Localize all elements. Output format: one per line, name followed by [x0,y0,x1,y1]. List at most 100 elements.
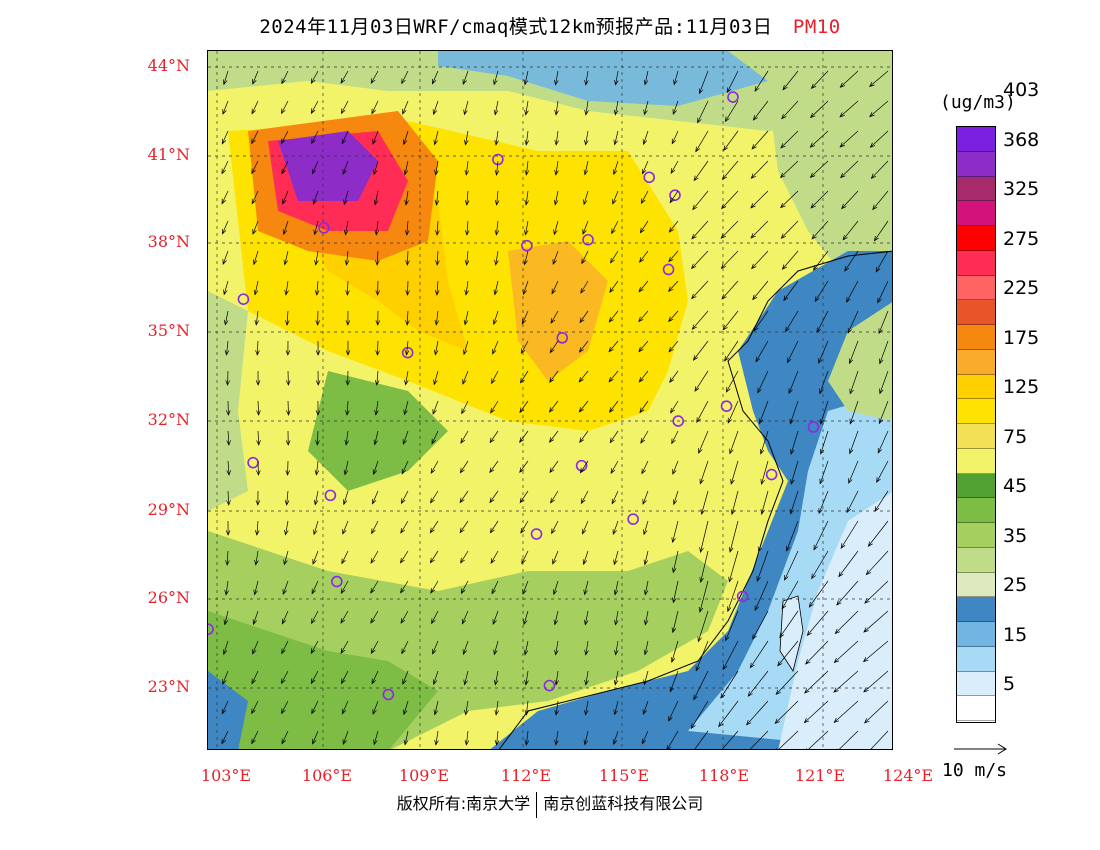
wind-arrow-icon [690,700,709,730]
wind-arrow-icon [810,190,829,209]
wind-arrow-icon [776,730,799,749]
wind-arrow-icon [643,640,649,656]
lon-label-112: 112°E [500,766,552,785]
wind-arrow-icon [311,130,319,145]
wind-arrow-icon [727,400,739,424]
wind-arrow-icon [578,370,589,383]
wind-arrow-icon [847,310,859,334]
wind-arrow-icon [759,430,769,455]
colorbar-segment [957,176,995,202]
wind-arrow-icon [670,640,679,663]
wind-arrow-icon [494,730,500,746]
wind-arrow-icon [222,250,229,265]
colorbar-tick-label: 35 [1003,524,1028,547]
wind-arrow-icon [848,460,859,484]
wind-arrow-icon [554,730,559,746]
wind-arrow-icon [548,430,559,443]
wind-arrow-icon [491,580,499,595]
wind-arrow-icon [612,520,619,536]
wind-arrow-icon [749,640,769,669]
wind-arrow-icon [698,580,709,613]
colorbar-segment [957,250,995,276]
wind-arrow-icon [579,310,589,324]
wind-arrow-icon [340,640,349,654]
wind-arrow-icon [281,730,289,745]
wind-arrow-icon [314,280,320,296]
wind-arrow-icon [464,250,470,266]
wind-arrow-icon [786,520,799,552]
wind-arrow-icon [226,460,231,476]
wind-arrow-icon [429,520,439,534]
wind-arrow-icon [433,700,439,716]
wind-arrow-icon [375,310,381,326]
colorbar-segment [957,399,995,424]
wind-arrow-icon [253,580,259,596]
colorbar-tick-label: 325 [1003,178,1040,201]
colorbar-segment [957,275,995,301]
wind-arrow-icon [312,730,319,745]
colorbar-tick-label: 275 [1003,227,1040,250]
wind-arrow-icon [403,160,409,176]
wind-reference-arrow-icon [954,743,1007,755]
wind-arrow-icon [614,640,619,656]
wind-arrow-icon [254,520,260,536]
wind-arrow-icon [285,370,291,386]
wind-arrow-icon [370,70,379,85]
colorbar-segment [957,622,995,647]
wind-arrow-icon [430,490,439,504]
wind-arrow-icon [491,370,499,385]
wind-arrow-icon [224,580,229,596]
city-marker [765,468,778,481]
wind-arrow-icon [314,460,320,476]
wind-arrow-icon [725,370,739,393]
wind-arrow-icon [609,430,619,444]
wind-arrow-icon [252,640,259,655]
wind-arrow-icon [752,280,769,301]
wind-arrow-icon [878,310,889,335]
wind-arrow-icon [281,100,289,115]
wind-arrow-icon [814,280,829,303]
wind-arrow-icon [489,460,499,474]
wind-arrow-icon [790,430,799,455]
wind-arrow-icon [669,190,679,204]
wind-arrow-icon [345,370,351,386]
wind-arrow-icon [697,610,709,643]
wind-arrow-icon [612,160,619,176]
wind-arrow-icon [463,310,469,326]
wind-arrow-icon [375,340,380,356]
wind-arrow-icon [638,340,649,353]
wind-arrow-icon [460,550,469,564]
wind-arrow-icon [641,730,649,745]
wind-arrow-icon [812,250,829,271]
wind-arrow-icon [375,280,380,296]
wind-arrow-icon [400,580,409,594]
wind-arrow-icon [723,130,739,152]
wind-arrow-icon [489,490,499,504]
wind-arrow-icon [221,730,229,745]
wind-arrow-icon [433,370,439,386]
wind-arrow-icon [463,670,469,686]
city-marker [401,346,414,359]
north-blue-band [438,51,768,106]
wind-arrow-icon [401,70,409,85]
colorbar-tick-label: 75 [1003,425,1028,448]
colorbar-tick-label: 45 [1003,475,1028,498]
wind-arrow-icon [494,190,500,206]
wind-arrow-icon [673,70,679,86]
wind-arrow-icon [749,730,769,749]
wind-arrow-icon [728,550,739,583]
wind-arrow-icon [342,490,349,506]
wind-arrow-icon [720,190,739,210]
wind-arrow-icon [833,700,859,724]
wind-arrow-icon [285,430,291,446]
wind-arrow-icon [613,580,619,596]
wind-arrow-icon [523,610,529,626]
wind-arrow-icon [613,130,619,146]
chart-title: 2024年11月03日WRF/cmaq模式12km预报产品:11月03日 PM1… [0,12,1100,39]
wind-arrow-icon [813,520,829,551]
wind-arrow-icon [223,280,229,296]
wind-arrow-icon [493,70,499,86]
wind-arrow-icon [342,520,349,535]
colorbar-segment [957,448,995,474]
wind-arrow-icon [315,340,321,356]
